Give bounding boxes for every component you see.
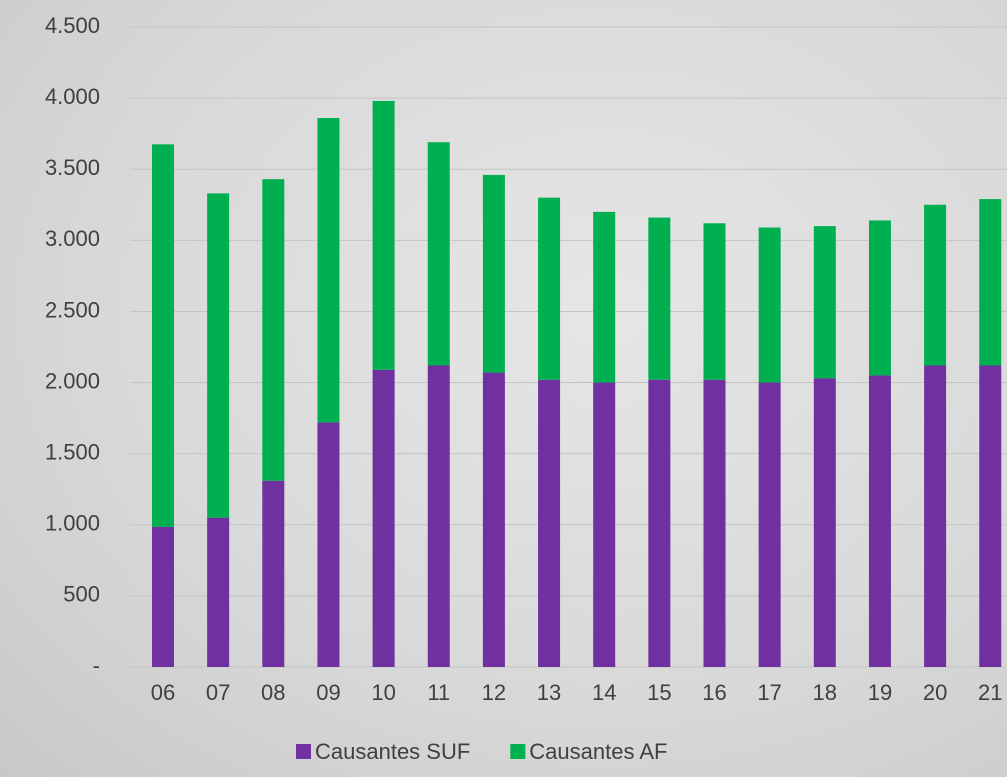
y-tick-label: 1.500 xyxy=(45,439,100,464)
bar-segment xyxy=(317,422,340,667)
y-tick-label: 1.000 xyxy=(45,511,100,536)
bar-segment xyxy=(482,372,505,667)
y-tick-label: 2.000 xyxy=(45,368,100,393)
bar-segment xyxy=(758,227,781,383)
bar-segment xyxy=(758,382,781,667)
y-tick-label: 3.500 xyxy=(45,155,100,180)
bar-segment xyxy=(262,179,285,481)
legend-swatch xyxy=(296,744,311,759)
y-tick-label: 2.500 xyxy=(45,297,100,322)
bar-segment xyxy=(538,379,561,667)
bar-segment xyxy=(207,517,230,667)
bar-segment xyxy=(979,365,1002,667)
x-tick-label: 10 xyxy=(371,680,395,705)
bar-segment xyxy=(868,375,891,667)
bar-segment xyxy=(813,378,836,667)
bar-segment xyxy=(152,144,174,527)
x-tick-label: 16 xyxy=(702,680,726,705)
bar-segment xyxy=(868,220,891,376)
bar-segment xyxy=(593,211,616,383)
legend-label: Causantes SUF xyxy=(315,739,470,764)
bar-segment xyxy=(924,365,947,667)
x-tick-label: 09 xyxy=(316,680,340,705)
x-tick-label: 14 xyxy=(592,680,616,705)
bar-segment xyxy=(207,193,230,518)
bar-segment xyxy=(813,226,836,379)
bar-segment xyxy=(703,223,726,380)
y-tick-label: 500 xyxy=(63,582,100,607)
x-tick-label: 17 xyxy=(757,680,781,705)
bar-segment xyxy=(262,480,285,667)
x-tick-label: 06 xyxy=(151,680,175,705)
bar-segment xyxy=(372,100,395,370)
x-tick-label: 07 xyxy=(206,680,230,705)
x-tick-label: 21 xyxy=(978,680,1002,705)
bar-segment xyxy=(703,379,726,667)
bar-segment xyxy=(979,199,1002,366)
bar-segment xyxy=(648,217,671,380)
x-tick-label: 19 xyxy=(868,680,892,705)
bar-segment xyxy=(593,382,616,667)
y-tick-label: 4.500 xyxy=(45,13,100,38)
y-tick-label: 3.000 xyxy=(45,226,100,251)
legend-swatch xyxy=(510,744,526,759)
x-tick-label: 08 xyxy=(261,680,285,705)
bar-segment xyxy=(538,197,561,380)
x-tick-label: 11 xyxy=(427,680,450,705)
bar-segment xyxy=(427,142,450,366)
bar-segment xyxy=(317,118,340,423)
x-tick-label: 12 xyxy=(482,680,506,705)
x-tick-label: 13 xyxy=(537,680,561,705)
x-tick-label: 18 xyxy=(813,680,837,705)
y-tick-label: - xyxy=(93,653,100,678)
x-tick-label: 20 xyxy=(923,680,947,705)
bar-segment xyxy=(152,526,174,667)
bar-segment xyxy=(372,369,395,667)
x-tick-label: 15 xyxy=(647,680,671,705)
bar-segment xyxy=(427,365,450,667)
y-tick-label: 4.000 xyxy=(45,84,100,109)
legend-label: Causantes AF xyxy=(529,739,667,764)
bar-segment xyxy=(648,379,671,667)
bar-segment xyxy=(482,174,505,373)
bar-segment xyxy=(924,204,947,366)
